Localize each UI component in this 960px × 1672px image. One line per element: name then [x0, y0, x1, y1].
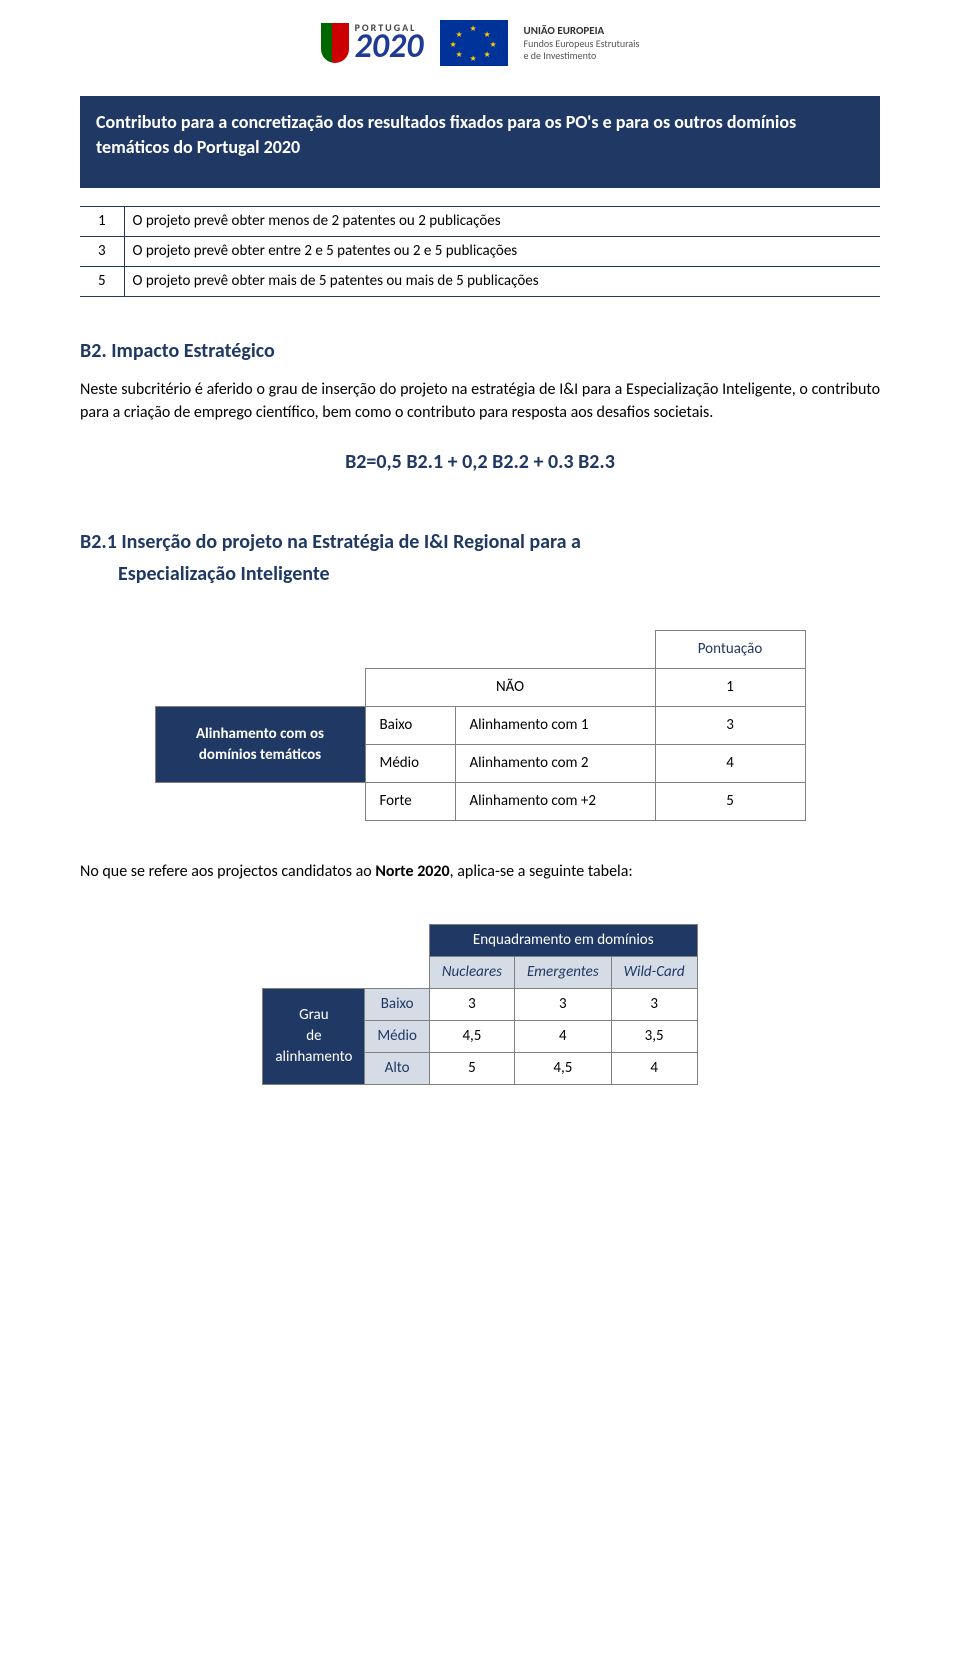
t2-level: Baixo [365, 707, 455, 745]
table-row: Alinhamento com os domínios temáticosBai… [155, 707, 805, 745]
heading-b21: B2.1 Inserção do projeto na Estratégia d… [80, 526, 880, 590]
star-icon: ★ [450, 40, 457, 51]
eu-line3: e de Investimento [524, 50, 640, 62]
t2-row-label: Alinhamento com os domínios temáticos [155, 707, 365, 783]
t2-level: Forte [365, 783, 455, 821]
paragraph-b2: Neste subcritério é aferido o grau de in… [80, 379, 880, 424]
t3-value: 4 [611, 1052, 697, 1084]
t3-sub-0: Nucleares [429, 956, 514, 988]
eu-text: UNIÃO EUROPEIA Fundos Europeus Estrutura… [524, 24, 640, 61]
t3-value: 3 [514, 988, 611, 1020]
t2-score: 1 [655, 669, 805, 707]
t3-level: Alto [365, 1052, 430, 1084]
t3-value: 3 [429, 988, 514, 1020]
star-icon: ★ [484, 50, 491, 61]
eu-line1: UNIÃO EUROPEIA [524, 24, 640, 37]
heading-b21-line2: Especialização Inteligente [80, 558, 880, 590]
t2-pontuacao-header: Pontuação [655, 631, 805, 669]
empty-cell [155, 669, 365, 707]
t2-desc: NÃO [365, 669, 655, 707]
table-row: 1O projeto prevê obter menos de 2 patent… [80, 207, 880, 237]
table-row: NÃO1 [155, 669, 805, 707]
star-icon: ★ [456, 50, 463, 61]
t3-value: 5 [429, 1052, 514, 1084]
t1-desc: O projeto prevê obter menos de 2 patente… [124, 207, 880, 237]
star-icon: ★ [470, 54, 477, 65]
t3-value: 4 [514, 1020, 611, 1052]
t3-level: Baixo [365, 988, 430, 1020]
t2-desc: Alinhamento com +2 [455, 783, 655, 821]
t1-desc: O projeto prevê obter mais de 5 patentes… [124, 267, 880, 297]
t1-desc: O projeto prevê obter entre 2 e 5 patent… [124, 237, 880, 267]
eu-flag-icon: ★ ★ ★ ★ ★ ★ ★ ★ [440, 20, 508, 66]
t1-score: 1 [80, 207, 124, 237]
logo-portugal-2020: PORTUGAL 2020 [321, 23, 424, 63]
star-icon: ★ [470, 24, 477, 35]
table-row: ForteAlinhamento com +25 [155, 783, 805, 821]
t3-value: 3,5 [611, 1020, 697, 1052]
t3-top-header: Enquadramento em domínios [429, 924, 697, 956]
t3-sub-1: Emergentes [514, 956, 611, 988]
pt2020-big: 2020 [355, 32, 424, 63]
note-norte2020: No que se refere aos projectos candidato… [80, 861, 880, 883]
formula-b2: B2=0,5 B2.1 + 0,2 B2.2 + 0.3 B2.3 [80, 448, 880, 476]
t2-score: 3 [655, 707, 805, 745]
eu-line2: Fundos Europeus Estruturais [524, 38, 640, 50]
t3-value: 3 [611, 988, 697, 1020]
t2-level: Médio [365, 745, 455, 783]
t2-desc: Alinhamento com 1 [455, 707, 655, 745]
star-icon: ★ [456, 30, 463, 41]
t3-value: 4,5 [429, 1020, 514, 1052]
t1-score: 5 [80, 267, 124, 297]
t1-score: 3 [80, 237, 124, 267]
t3-value: 4,5 [514, 1052, 611, 1084]
t2-score: 4 [655, 745, 805, 783]
table-enquadramento: Enquadramento em domínios Nucleares Emer… [262, 924, 697, 1085]
t2-desc: Alinhamento com 2 [455, 745, 655, 783]
portugal-shield-icon [321, 23, 349, 63]
table-alinhamento: Pontuação NÃO1Alinhamento com os domínio… [155, 630, 806, 821]
table-row: 5O projeto prevê obter mais de 5 patente… [80, 267, 880, 297]
t3-sub-2: Wild-Card [611, 956, 697, 988]
heading-b21-line1: B2.1 Inserção do projeto na Estratégia d… [80, 530, 581, 554]
banner-title: Contributo para a concretização dos resu… [80, 96, 880, 188]
table-patentes: 1O projeto prevê obter menos de 2 patent… [80, 206, 880, 297]
heading-b2: B2. Impacto Estratégico [80, 337, 880, 365]
table-row: Graude alinhamentoBaixo333 [263, 988, 697, 1020]
header-logos: PORTUGAL 2020 ★ ★ ★ ★ ★ ★ ★ ★ UNIÃO EURO… [80, 20, 880, 66]
t2-score: 5 [655, 783, 805, 821]
empty-cell [155, 783, 365, 821]
t3-level: Médio [365, 1020, 430, 1052]
table-row: 3O projeto prevê obter entre 2 e 5 paten… [80, 237, 880, 267]
t3-side-label: Graude alinhamento [263, 988, 365, 1084]
